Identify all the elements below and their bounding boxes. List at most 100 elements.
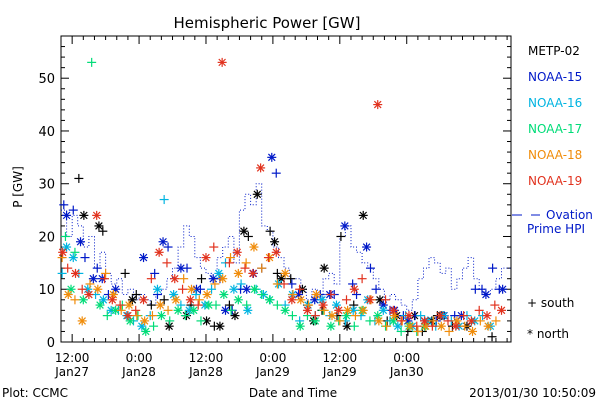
- north-point-marker: [327, 311, 337, 321]
- south-point-marker: [304, 300, 314, 310]
- south-point-marker: [265, 226, 275, 236]
- south-point-marker: [365, 263, 375, 273]
- y-tick-label: 0: [47, 336, 55, 351]
- south-point-marker: [146, 300, 156, 310]
- north-point-marker: [173, 305, 183, 315]
- x-tick-label-date: Jan29: [255, 365, 290, 379]
- south-point-marker: [178, 284, 188, 294]
- north-point-marker: [139, 295, 149, 305]
- south-point-marker: [287, 279, 297, 289]
- north-point-marker: [94, 221, 104, 231]
- north-point-marker: [373, 100, 383, 110]
- y-tick-label: 20: [38, 230, 55, 245]
- north-point-marker: [107, 295, 117, 305]
- north-point-marker: [58, 247, 68, 257]
- series-noaa-17: [60, 57, 430, 336]
- north-point-marker: [302, 305, 312, 315]
- north-point-marker: [295, 321, 305, 331]
- north-point-marker: [78, 295, 88, 305]
- south-point-marker: [70, 247, 80, 257]
- north-point-marker: [158, 237, 168, 247]
- north-point-marker: [93, 284, 103, 294]
- south-point-marker: [224, 258, 234, 268]
- south-point-marker: [196, 316, 206, 326]
- north-point-marker: [171, 295, 181, 305]
- ovation-legend-label-2: Prime HPI: [527, 222, 585, 236]
- north-point-marker: [214, 268, 224, 278]
- south-point-marker: [342, 295, 352, 305]
- south-point-marker: [193, 300, 203, 310]
- north-point-marker: [497, 305, 507, 315]
- south-point-marker: [236, 279, 246, 289]
- north-point-marker: [140, 316, 150, 326]
- south-point-marker: [57, 268, 67, 278]
- north-point-marker: [436, 321, 446, 331]
- south-point-marker: [241, 258, 251, 268]
- north-point-marker: [326, 321, 336, 331]
- north-point-marker: [127, 295, 137, 305]
- south-point-marker: [159, 295, 169, 305]
- south-point-marker: [490, 300, 500, 310]
- south-point-marker: [132, 311, 142, 321]
- x-tick-label-date: Jan28: [188, 365, 223, 379]
- x-tick-label-date: Jan28: [121, 365, 156, 379]
- north-point-marker: [388, 316, 398, 326]
- south-point-marker: [68, 205, 78, 215]
- north-point-marker: [270, 237, 280, 247]
- north-point-marker: [123, 311, 133, 321]
- north-point-marker: [498, 284, 508, 294]
- x-tick-label-date: Jan27: [54, 365, 89, 379]
- south-point-marker: [396, 326, 406, 336]
- x-tick-label-time: 0:00: [126, 351, 153, 365]
- south-point-marker: [210, 279, 220, 289]
- south-point-marker: [365, 316, 375, 326]
- north-point-marker: [242, 284, 252, 294]
- legend-entry-noaa-15: NOAA-15: [528, 70, 582, 84]
- south-point-marker: [226, 253, 236, 263]
- south-point-marker: [115, 300, 125, 310]
- x-tick-label-time: 12:00: [323, 351, 358, 365]
- south-point-marker: [209, 242, 219, 252]
- north-point-marker: [141, 326, 151, 336]
- north-point-marker: [249, 242, 259, 252]
- ovation-legend-label: Ovation: [546, 208, 593, 222]
- marker-legend-south: + south: [527, 296, 574, 310]
- north-point-marker: [77, 316, 87, 326]
- north-point-marker: [483, 321, 493, 331]
- south-point-marker: [295, 284, 305, 294]
- north-point-marker: [248, 268, 258, 278]
- north-point-marker: [481, 290, 491, 300]
- south-point-marker: [80, 253, 90, 263]
- north-point-marker: [217, 57, 227, 67]
- north-point-marker: [215, 321, 225, 331]
- north-point-marker: [185, 295, 195, 305]
- y-tick-label: 40: [38, 125, 55, 140]
- north-point-marker: [155, 300, 165, 310]
- north-point-marker: [296, 295, 306, 305]
- x-tick-label-time: 0:00: [393, 351, 420, 365]
- legend-entry-noaa-17: NOAA-17: [528, 122, 582, 136]
- south-point-marker: [243, 231, 253, 241]
- marker-legend-north: * north: [527, 327, 569, 341]
- south-point-marker: [444, 326, 454, 336]
- north-point-marker: [92, 210, 102, 220]
- north-point-marker: [124, 300, 134, 310]
- south-point-marker: [195, 284, 205, 294]
- north-point-marker: [70, 268, 80, 278]
- south-point-marker: [413, 326, 423, 336]
- south-point-marker: [116, 305, 126, 315]
- south-point-marker: [427, 321, 437, 331]
- north-point-marker: [374, 316, 384, 326]
- north-point-marker: [79, 210, 89, 220]
- south-point-marker: [180, 311, 190, 321]
- south-point-marker: [146, 274, 156, 284]
- north-point-marker: [84, 290, 94, 300]
- south-point-marker: [288, 290, 298, 300]
- north-point-marker: [243, 305, 253, 315]
- x-tick-label-time: 12:00: [189, 351, 224, 365]
- north-point-marker: [365, 295, 375, 305]
- south-point-marker: [475, 316, 485, 326]
- north-point-marker: [218, 274, 228, 284]
- north-point-marker: [68, 253, 78, 263]
- north-point-marker: [435, 311, 445, 321]
